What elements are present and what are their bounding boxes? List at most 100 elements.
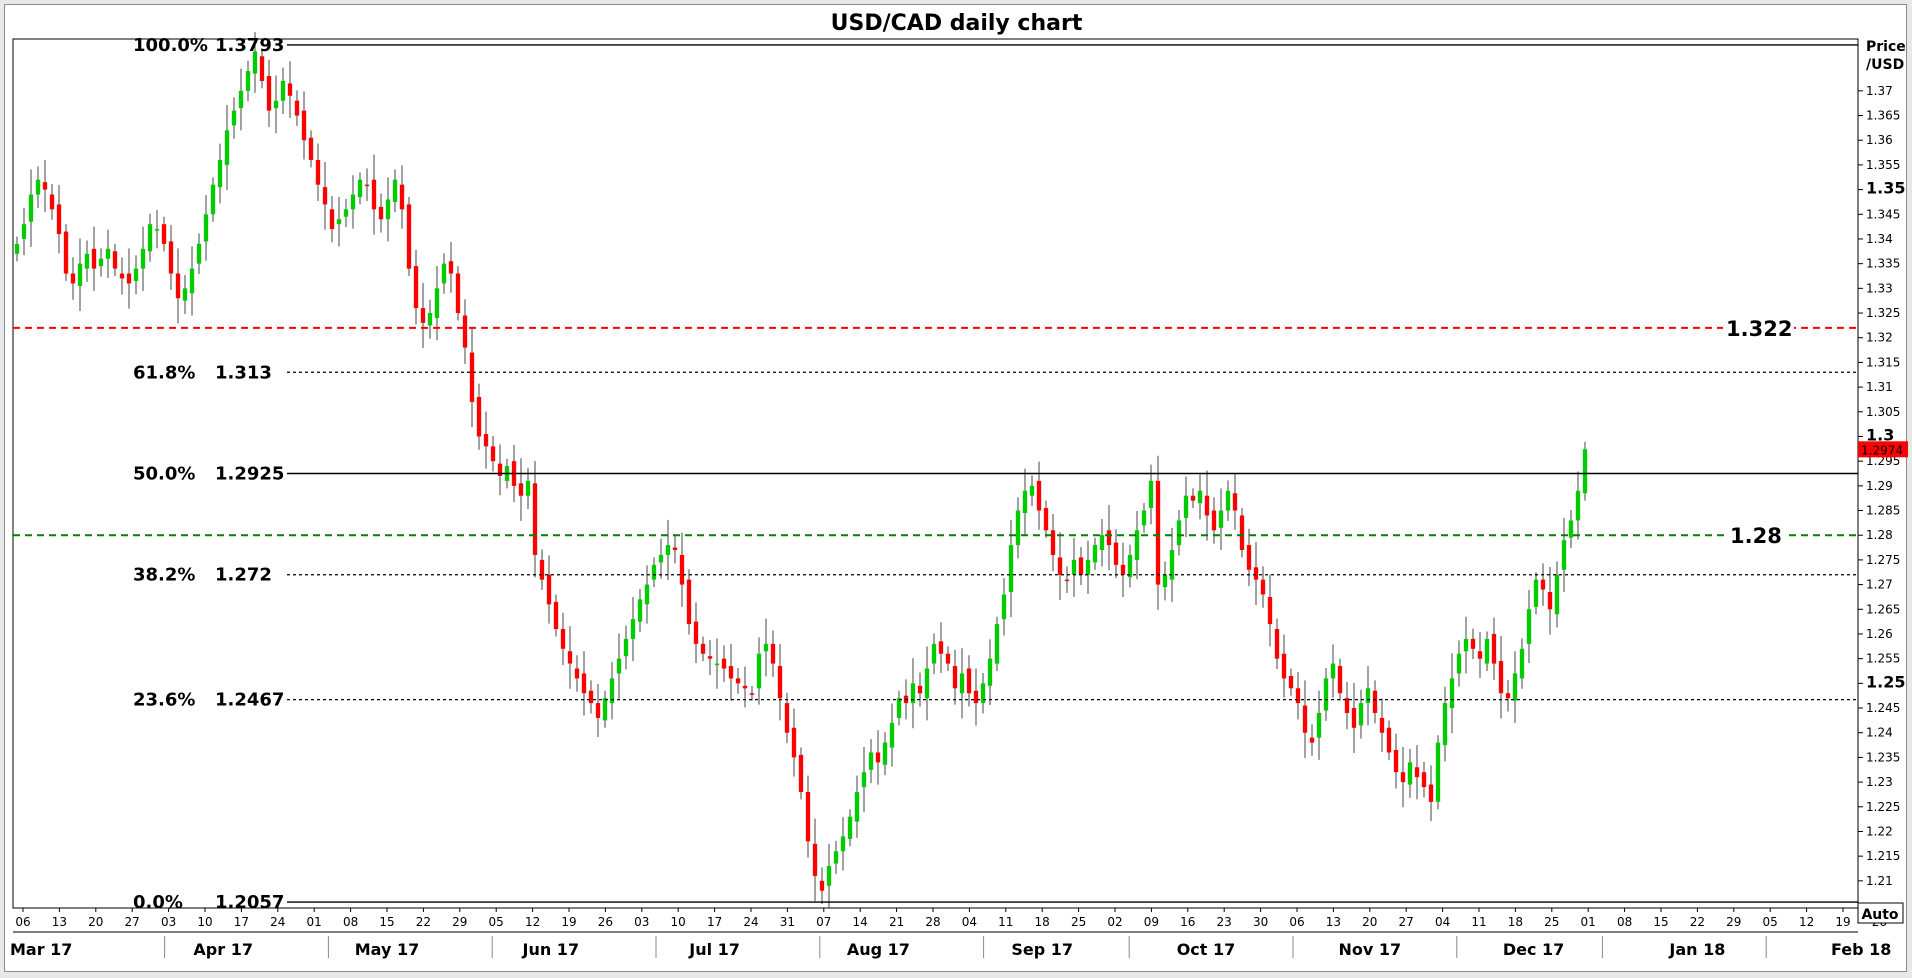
candle <box>525 467 531 510</box>
candle-body <box>1022 490 1028 513</box>
candle-body <box>196 243 202 264</box>
candle-body <box>1225 490 1231 511</box>
x-day-label: 05 <box>1763 915 1778 929</box>
candle-body <box>1001 594 1007 620</box>
x-day-label: 15 <box>1653 915 1668 929</box>
candle-body <box>1470 638 1476 649</box>
fib-level-value: 1.2467 <box>215 690 284 711</box>
x-month-label: Jul 17 <box>688 940 740 959</box>
candle-body <box>133 268 139 281</box>
candle-body <box>665 545 671 555</box>
candle <box>1498 635 1504 719</box>
candle-body <box>1491 633 1497 664</box>
candle-body <box>777 666 783 699</box>
candle-body <box>994 624 1000 664</box>
candle-body <box>560 629 566 649</box>
candle <box>917 672 923 707</box>
candle-body <box>1197 490 1203 504</box>
candle-body <box>483 434 489 447</box>
candle <box>1386 720 1392 760</box>
candle-body <box>1232 493 1238 511</box>
candle-body <box>1379 717 1385 733</box>
candle-body <box>1099 535 1105 551</box>
candle-body <box>1386 727 1392 753</box>
candle-body <box>1141 510 1147 526</box>
candle <box>371 154 377 235</box>
candle <box>679 532 685 607</box>
candle-body <box>1330 663 1336 679</box>
candle-body <box>336 219 342 225</box>
candle <box>686 569 692 635</box>
candle <box>1085 540 1091 594</box>
chart-title: USD/CAD daily chart <box>830 11 1083 36</box>
candle-body <box>217 159 223 188</box>
y-tick-label: 1.285 <box>1866 504 1900 518</box>
candle <box>1176 510 1182 556</box>
candle-body <box>1246 545 1252 570</box>
candle <box>1309 724 1315 756</box>
x-day-label: 22 <box>1690 915 1705 929</box>
x-day-label: 20 <box>88 915 103 929</box>
current-price-label: 1.2974 <box>1861 443 1903 457</box>
candle <box>1281 634 1287 698</box>
y-axis: 1.37 1.365 1.36 1.355 1.35 1.345 1.34 1.335 1.33… <box>1858 39 1906 888</box>
candle-body <box>1365 688 1371 704</box>
candle <box>49 184 55 220</box>
candle <box>1302 680 1308 758</box>
candle <box>287 61 293 118</box>
candle-body <box>1085 559 1091 575</box>
candle <box>105 229 111 278</box>
candle <box>483 411 489 469</box>
candle-body <box>406 204 412 269</box>
candle-body <box>672 547 678 551</box>
candle <box>350 175 356 229</box>
candle <box>462 299 468 364</box>
candle-body <box>1267 596 1273 625</box>
y-tick-label: 1.295 <box>1866 454 1900 468</box>
x-day-label: 30 <box>1253 915 1268 929</box>
candle <box>1316 690 1322 760</box>
y-tick-label: 1.28 <box>1866 528 1893 542</box>
candle-body <box>1533 579 1539 607</box>
candle <box>1337 658 1343 701</box>
usdcad-candlestick-chart: 1.371.3651.361.3551.351.3451.341.3351.33… <box>10 32 1908 959</box>
candle-body <box>644 584 650 605</box>
candle-body <box>497 463 503 476</box>
candle <box>252 32 258 93</box>
candle-body <box>385 199 391 220</box>
candle-body <box>294 100 300 116</box>
candle <box>448 241 454 293</box>
candle <box>497 444 503 496</box>
x-day-label: 12 <box>1799 915 1814 929</box>
candle <box>196 233 202 275</box>
candle-body <box>70 273 76 284</box>
candle-body <box>798 754 804 792</box>
candle <box>539 549 545 591</box>
candle <box>1211 497 1217 544</box>
candle-body <box>1540 579 1546 590</box>
candle <box>1407 749 1413 798</box>
candle-body <box>273 100 279 109</box>
x-day-label: 18 <box>1508 915 1523 929</box>
candle-body <box>1113 542 1119 565</box>
candle-body <box>784 703 790 733</box>
candle <box>959 648 965 719</box>
y-tick-label: 1.345 <box>1866 207 1900 221</box>
candle-body <box>1505 693 1511 699</box>
candle-body <box>147 224 153 252</box>
candle <box>301 91 307 160</box>
fib-level-percent: 61.8% <box>133 362 195 383</box>
x-day-label: 29 <box>452 915 467 929</box>
candle-body <box>329 209 335 230</box>
fib-level-percent: 100.0% <box>133 35 208 56</box>
candle <box>1568 510 1574 549</box>
candle <box>357 172 363 205</box>
candle-body <box>259 56 265 81</box>
fib-level-percent: 23.6% <box>133 690 195 711</box>
x-day-label: 10 <box>197 915 212 929</box>
y-tick-label: 1.245 <box>1866 701 1900 715</box>
candle-body <box>1134 530 1140 560</box>
candle <box>882 732 888 776</box>
candle-body <box>364 184 370 187</box>
candle <box>476 383 482 450</box>
